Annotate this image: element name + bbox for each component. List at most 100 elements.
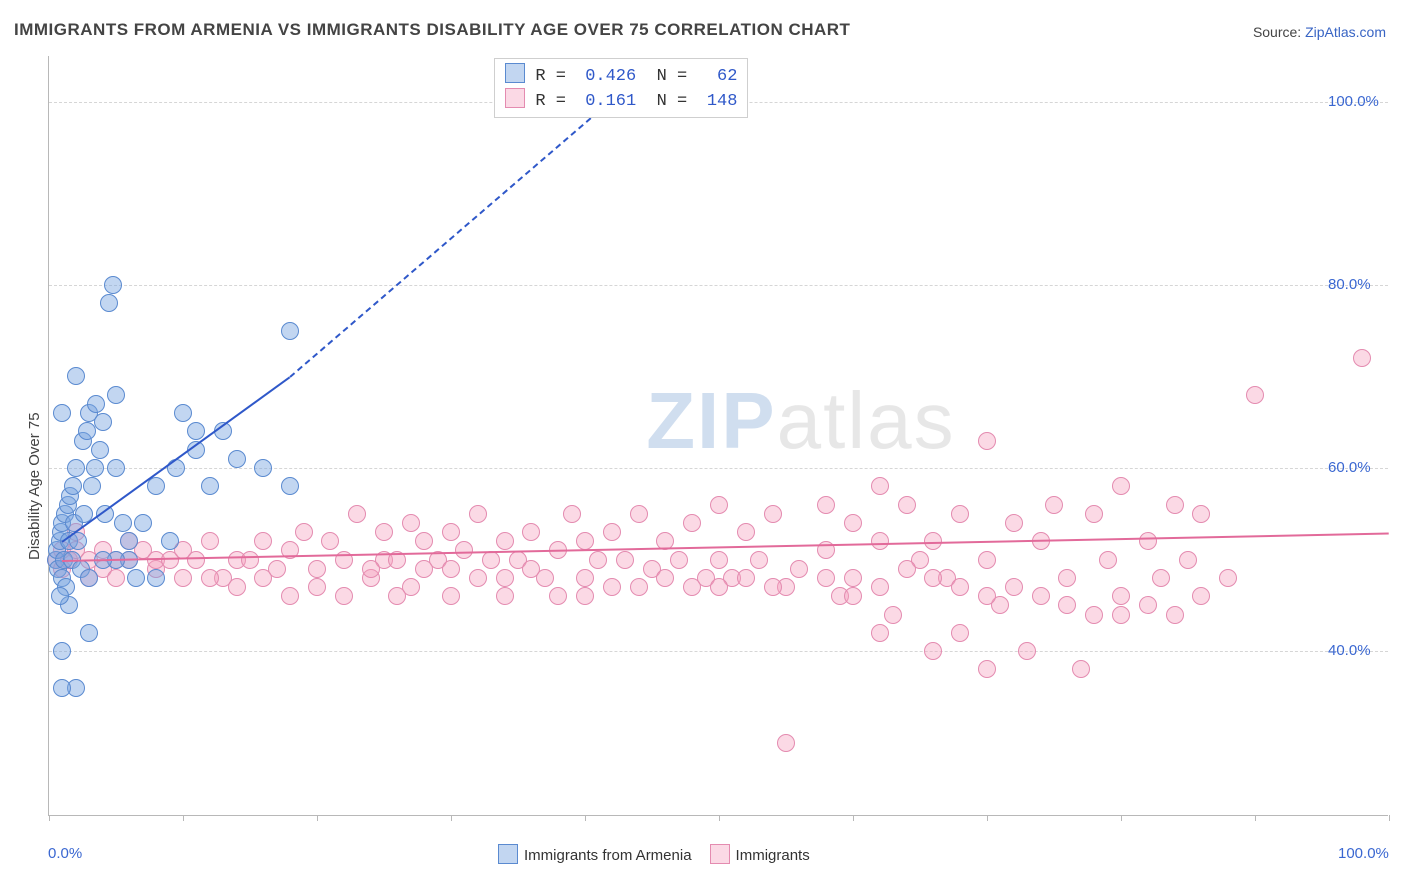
data-point-armenia bbox=[78, 422, 96, 440]
data-point-immigrants bbox=[1353, 349, 1371, 367]
data-point-immigrants bbox=[898, 496, 916, 514]
data-point-immigrants bbox=[656, 569, 674, 587]
y-tick-label: 80.0% bbox=[1328, 276, 1371, 293]
data-point-immigrants bbox=[871, 532, 889, 550]
data-point-immigrants bbox=[174, 569, 192, 587]
data-point-armenia bbox=[80, 624, 98, 642]
data-point-immigrants bbox=[978, 551, 996, 569]
data-point-immigrants bbox=[107, 569, 125, 587]
data-point-immigrants bbox=[187, 551, 205, 569]
data-point-immigrants bbox=[844, 587, 862, 605]
data-point-immigrants bbox=[777, 734, 795, 752]
data-point-armenia bbox=[86, 459, 104, 477]
data-point-immigrants bbox=[1246, 386, 1264, 404]
data-point-armenia bbox=[281, 477, 299, 495]
legend-stats-row: R = 0.426 N = 62 bbox=[505, 63, 737, 88]
legend-swatch bbox=[505, 88, 525, 108]
data-point-immigrants bbox=[1112, 606, 1130, 624]
data-point-immigrants bbox=[469, 569, 487, 587]
data-point-immigrants bbox=[1192, 505, 1210, 523]
data-point-immigrants bbox=[924, 569, 942, 587]
x-tick bbox=[317, 815, 318, 821]
data-point-armenia bbox=[120, 532, 138, 550]
data-point-immigrants bbox=[871, 477, 889, 495]
data-point-immigrants bbox=[844, 514, 862, 532]
y-tick-label: 60.0% bbox=[1328, 459, 1371, 476]
data-point-immigrants bbox=[442, 560, 460, 578]
data-point-immigrants bbox=[898, 560, 916, 578]
y-axis-label: Disability Age Over 75 bbox=[26, 412, 43, 560]
data-point-armenia bbox=[127, 569, 145, 587]
data-point-immigrants bbox=[670, 551, 688, 569]
watermark: ZIPatlas bbox=[646, 375, 955, 467]
legend-swatch bbox=[505, 63, 525, 83]
data-point-immigrants bbox=[951, 624, 969, 642]
data-point-immigrants bbox=[1099, 551, 1117, 569]
data-point-immigrants bbox=[375, 523, 393, 541]
data-point-armenia bbox=[147, 477, 165, 495]
data-point-immigrants bbox=[1058, 569, 1076, 587]
data-point-armenia bbox=[107, 386, 125, 404]
data-point-immigrants bbox=[496, 587, 514, 605]
data-point-immigrants bbox=[1139, 532, 1157, 550]
legend-stats: R = 0.426 N = 62R = 0.161 N = 148 bbox=[494, 58, 748, 118]
scatter-plot: ZIPatlas bbox=[48, 56, 1388, 816]
data-point-immigrants bbox=[683, 578, 701, 596]
data-point-immigrants bbox=[1085, 505, 1103, 523]
data-point-armenia bbox=[281, 322, 299, 340]
x-tick bbox=[1255, 815, 1256, 821]
legend-label: Immigrants bbox=[736, 847, 810, 864]
data-point-immigrants bbox=[630, 505, 648, 523]
data-point-immigrants bbox=[683, 514, 701, 532]
data-point-immigrants bbox=[630, 578, 648, 596]
data-point-immigrants bbox=[254, 569, 272, 587]
data-point-immigrants bbox=[201, 569, 219, 587]
data-point-immigrants bbox=[496, 569, 514, 587]
x-tick-label: 0.0% bbox=[48, 845, 82, 862]
data-point-armenia bbox=[254, 459, 272, 477]
source-link[interactable]: ZipAtlas.com bbox=[1305, 24, 1386, 40]
x-tick bbox=[719, 815, 720, 821]
data-point-immigrants bbox=[978, 660, 996, 678]
data-point-immigrants bbox=[321, 532, 339, 550]
data-point-immigrants bbox=[750, 551, 768, 569]
data-point-immigrants bbox=[1152, 569, 1170, 587]
data-point-immigrants bbox=[790, 560, 808, 578]
data-point-immigrants bbox=[710, 578, 728, 596]
data-point-immigrants bbox=[415, 532, 433, 550]
data-point-armenia bbox=[100, 294, 118, 312]
data-point-armenia bbox=[87, 395, 105, 413]
data-point-immigrants bbox=[764, 578, 782, 596]
data-point-immigrants bbox=[924, 642, 942, 660]
data-point-immigrants bbox=[348, 505, 366, 523]
data-point-armenia bbox=[53, 642, 71, 660]
source-prefix: Source: bbox=[1253, 24, 1305, 40]
data-point-immigrants bbox=[576, 569, 594, 587]
data-point-armenia bbox=[80, 569, 98, 587]
data-point-immigrants bbox=[1085, 606, 1103, 624]
data-point-immigrants bbox=[616, 551, 634, 569]
x-tick bbox=[585, 815, 586, 821]
data-point-immigrants bbox=[362, 560, 380, 578]
data-point-immigrants bbox=[388, 587, 406, 605]
data-point-immigrants bbox=[1192, 587, 1210, 605]
data-point-immigrants bbox=[710, 551, 728, 569]
data-point-immigrants bbox=[308, 578, 326, 596]
data-point-armenia bbox=[134, 514, 152, 532]
data-point-immigrants bbox=[1005, 578, 1023, 596]
data-point-immigrants bbox=[1018, 642, 1036, 660]
data-point-immigrants bbox=[737, 569, 755, 587]
data-point-armenia bbox=[51, 587, 69, 605]
legend-swatch bbox=[498, 844, 518, 864]
legend-stats-row: R = 0.161 N = 148 bbox=[505, 88, 737, 113]
data-point-armenia bbox=[228, 450, 246, 468]
data-point-immigrants bbox=[603, 523, 621, 541]
gridline-h bbox=[49, 468, 1388, 469]
data-point-armenia bbox=[114, 514, 132, 532]
legend-series: Immigrants from ArmeniaImmigrants bbox=[480, 844, 810, 864]
data-point-immigrants bbox=[469, 505, 487, 523]
source-credit: Source: ZipAtlas.com bbox=[1253, 24, 1386, 40]
data-point-immigrants bbox=[522, 523, 540, 541]
x-tick bbox=[1121, 815, 1122, 821]
data-point-immigrants bbox=[1005, 514, 1023, 532]
